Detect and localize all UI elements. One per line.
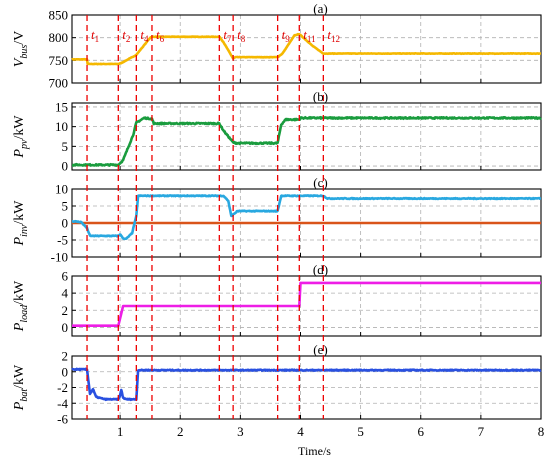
- y-tick-label: 15: [55, 99, 68, 114]
- series-line: [71, 116, 542, 167]
- panel-tag: (b): [313, 89, 328, 104]
- x-tick-label: 1: [117, 424, 124, 439]
- event-marker-label: t7: [223, 27, 232, 44]
- axes-layer: [71, 14, 542, 420]
- y-tick-label: 700: [49, 76, 69, 91]
- y-tick-label: 800: [49, 30, 69, 45]
- y-tick-label: 4: [62, 286, 69, 301]
- y-tick-label: 850: [49, 8, 69, 23]
- panel-background: [72, 15, 541, 83]
- event-marker-label: t4: [140, 27, 149, 44]
- y-tick-label: 5: [62, 199, 69, 214]
- y-tick-label: -6: [57, 412, 68, 427]
- series-line: [71, 367, 542, 402]
- y-axis-label: Pload/kW: [12, 280, 30, 332]
- panel-frame: [71, 275, 542, 337]
- y-tick-label: -4: [57, 396, 68, 411]
- x-axis-label: Time/s: [298, 444, 331, 458]
- y-tick-label: 0: [62, 320, 69, 335]
- text-layer: 700750800850Vbus/V(a)051015Ppv/kW(b)-10-…: [12, 1, 544, 458]
- event-marker-label: t2: [122, 27, 130, 44]
- y-tick-label: -10: [51, 250, 68, 265]
- x-tick-label: 8: [538, 424, 545, 439]
- y-axis-label: Pbat/kW: [12, 364, 30, 411]
- x-tick-label: 4: [297, 424, 304, 439]
- y-tick-label: -5: [57, 233, 68, 248]
- x-tick-label: 3: [237, 424, 244, 439]
- y-axis-label: Ppv/kW: [12, 115, 30, 159]
- y-tick-label: 0: [62, 159, 69, 174]
- y-tick-label: 2: [62, 303, 69, 318]
- event-marker-label: t11: [303, 27, 315, 44]
- y-tick-label: 5: [62, 139, 69, 154]
- data-layer: [71, 32, 542, 402]
- y-tick-label: -2: [57, 380, 68, 395]
- series-line: [71, 32, 542, 66]
- panel-tag: (a): [313, 1, 327, 16]
- panel-tag: (d): [313, 262, 328, 277]
- event-marker-label: t9: [282, 27, 291, 44]
- y-tick-label: 10: [55, 119, 68, 134]
- x-tick-label: 5: [357, 424, 364, 439]
- y-tick-label: 750: [49, 53, 69, 68]
- y-tick-label: 2: [62, 349, 69, 364]
- x-tick-label: 6: [417, 424, 424, 439]
- series-line: [71, 194, 542, 241]
- y-tick-label: 0: [62, 364, 69, 379]
- event-marker-label: t6: [156, 27, 165, 44]
- panel-background: [72, 103, 541, 170]
- x-tick-label: 7: [478, 424, 485, 439]
- panel-tag: (c): [313, 175, 327, 190]
- y-axis-label: Pinv/kW: [12, 200, 30, 247]
- event-marker-label: t12: [327, 27, 340, 44]
- series-line: [71, 281, 542, 327]
- y-tick-label: 6: [62, 269, 69, 284]
- event-marker-label: t1: [91, 27, 99, 44]
- panel-frame: [71, 14, 542, 84]
- x-tick-label: 2: [177, 424, 184, 439]
- event-marker-label: t8: [237, 27, 246, 44]
- panel-tag: (e): [313, 342, 327, 357]
- y-tick-label: 0: [62, 216, 69, 231]
- panel-frame: [71, 102, 542, 171]
- y-tick-label: 10: [55, 182, 68, 197]
- y-axis-label: Vbus/V: [12, 31, 30, 67]
- marker-layer: [86, 15, 324, 419]
